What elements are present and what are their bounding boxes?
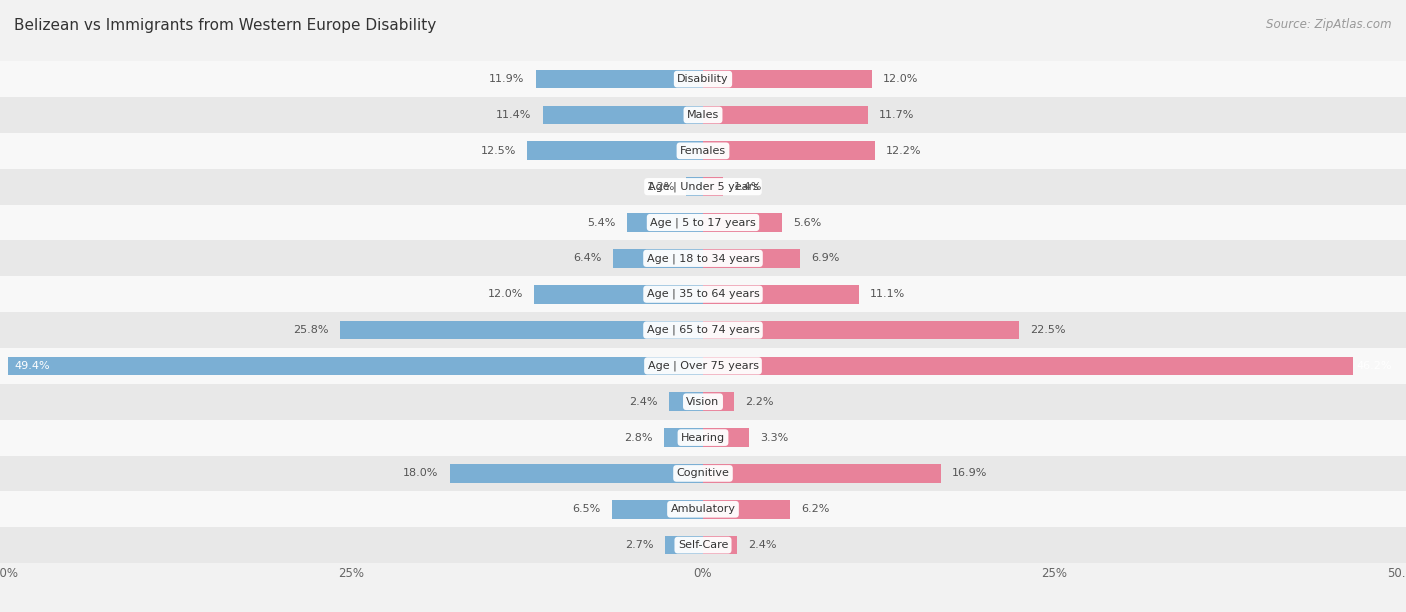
Text: 12.0%: 12.0%: [488, 289, 523, 299]
Bar: [0, 527, 1406, 563]
Bar: [0, 491, 1406, 527]
Bar: [703, 321, 1019, 340]
Text: Age | 35 to 64 years: Age | 35 to 64 years: [647, 289, 759, 299]
Bar: [613, 249, 703, 267]
Text: 2.7%: 2.7%: [626, 540, 654, 550]
Bar: [527, 141, 703, 160]
Text: Age | 65 to 74 years: Age | 65 to 74 years: [647, 325, 759, 335]
Bar: [703, 106, 868, 124]
Bar: [703, 177, 723, 196]
Text: 6.9%: 6.9%: [811, 253, 839, 263]
Text: 12.5%: 12.5%: [481, 146, 516, 156]
Text: 5.6%: 5.6%: [793, 217, 821, 228]
Bar: [664, 428, 703, 447]
Text: 18.0%: 18.0%: [404, 468, 439, 479]
Text: Age | 5 to 17 years: Age | 5 to 17 years: [650, 217, 756, 228]
Text: 2.8%: 2.8%: [624, 433, 652, 442]
Bar: [0, 312, 1406, 348]
Text: 11.7%: 11.7%: [879, 110, 914, 120]
Text: 6.4%: 6.4%: [574, 253, 602, 263]
Text: Females: Females: [681, 146, 725, 156]
Text: 11.1%: 11.1%: [870, 289, 905, 299]
Bar: [0, 384, 1406, 420]
Bar: [0, 169, 1406, 204]
Bar: [0, 133, 1406, 169]
Bar: [665, 536, 703, 554]
Bar: [543, 106, 703, 124]
Bar: [686, 177, 703, 196]
Text: 5.4%: 5.4%: [588, 217, 616, 228]
Text: 12.0%: 12.0%: [883, 74, 918, 84]
Bar: [340, 321, 703, 340]
Bar: [0, 97, 1406, 133]
Text: 22.5%: 22.5%: [1031, 325, 1066, 335]
Text: 2.4%: 2.4%: [630, 397, 658, 407]
Text: Cognitive: Cognitive: [676, 468, 730, 479]
Bar: [0, 276, 1406, 312]
Text: 11.9%: 11.9%: [489, 74, 524, 84]
Text: 3.3%: 3.3%: [761, 433, 789, 442]
Bar: [612, 500, 703, 518]
Text: Belizean vs Immigrants from Western Europe Disability: Belizean vs Immigrants from Western Euro…: [14, 18, 436, 34]
Text: 25.8%: 25.8%: [294, 325, 329, 335]
Bar: [703, 70, 872, 89]
Text: 1.2%: 1.2%: [647, 182, 675, 192]
Bar: [703, 536, 737, 554]
Bar: [669, 392, 703, 411]
Bar: [0, 420, 1406, 455]
Bar: [703, 500, 790, 518]
Text: 1.4%: 1.4%: [734, 182, 762, 192]
Bar: [534, 285, 703, 304]
Text: Vision: Vision: [686, 397, 720, 407]
Bar: [703, 285, 859, 304]
Bar: [703, 141, 875, 160]
Bar: [536, 70, 703, 89]
Text: 12.2%: 12.2%: [886, 146, 921, 156]
Bar: [450, 464, 703, 483]
Text: 16.9%: 16.9%: [952, 468, 987, 479]
Text: 46.2%: 46.2%: [1357, 361, 1392, 371]
Text: Age | Over 75 years: Age | Over 75 years: [648, 360, 758, 371]
Bar: [0, 241, 1406, 276]
Text: Source: ZipAtlas.com: Source: ZipAtlas.com: [1267, 18, 1392, 31]
Text: Males: Males: [688, 110, 718, 120]
Text: 6.2%: 6.2%: [801, 504, 830, 514]
Bar: [703, 357, 1353, 375]
Bar: [0, 61, 1406, 97]
Text: 2.4%: 2.4%: [748, 540, 776, 550]
Text: 11.4%: 11.4%: [496, 110, 531, 120]
Text: Age | Under 5 years: Age | Under 5 years: [648, 181, 758, 192]
Bar: [0, 204, 1406, 241]
Text: Disability: Disability: [678, 74, 728, 84]
Bar: [703, 392, 734, 411]
Text: Age | 18 to 34 years: Age | 18 to 34 years: [647, 253, 759, 264]
Bar: [703, 213, 782, 232]
Bar: [0, 455, 1406, 491]
Text: Ambulatory: Ambulatory: [671, 504, 735, 514]
Bar: [8, 357, 703, 375]
Bar: [703, 249, 800, 267]
Bar: [703, 464, 941, 483]
Bar: [627, 213, 703, 232]
Bar: [0, 348, 1406, 384]
Text: 6.5%: 6.5%: [572, 504, 600, 514]
Text: Self-Care: Self-Care: [678, 540, 728, 550]
Text: 2.2%: 2.2%: [745, 397, 773, 407]
Text: Hearing: Hearing: [681, 433, 725, 442]
Bar: [703, 428, 749, 447]
Text: 49.4%: 49.4%: [14, 361, 49, 371]
